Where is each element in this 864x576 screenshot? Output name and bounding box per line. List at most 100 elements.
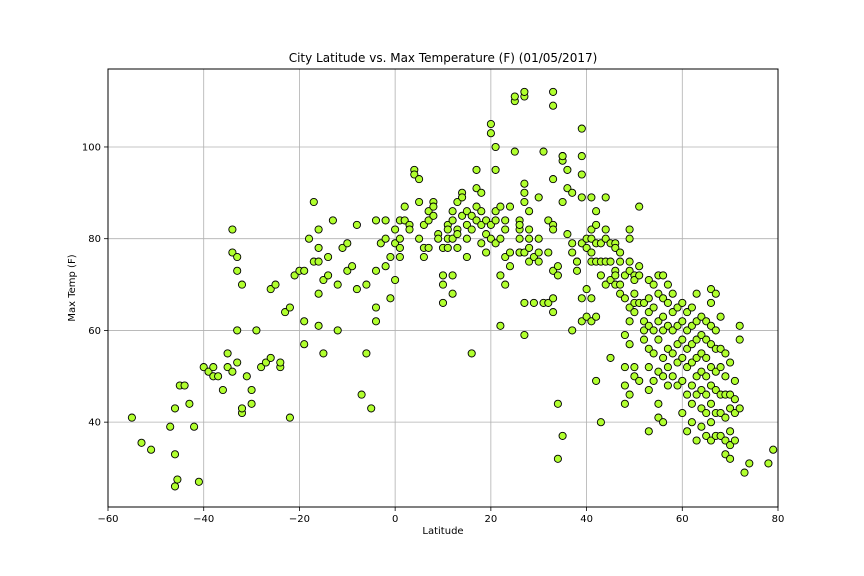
data-point: [371, 266, 381, 275]
data-point: [247, 399, 256, 408]
data-point: [692, 436, 701, 445]
data-point: [706, 399, 716, 408]
data-point: [587, 193, 596, 202]
data-point: [281, 308, 290, 317]
data-point: [415, 234, 424, 243]
data-point: [429, 211, 438, 220]
data-point: [735, 335, 744, 344]
data-point: [673, 381, 682, 390]
data-point: [663, 321, 672, 330]
data-point: [170, 450, 180, 459]
data-point: [702, 372, 711, 381]
data-point: [549, 175, 558, 184]
data-point: [462, 220, 471, 229]
data-point: [520, 188, 529, 197]
data-point: [173, 475, 182, 484]
data-point: [395, 243, 404, 252]
data-point: [764, 459, 773, 468]
data-point: [352, 285, 361, 294]
data-point: [348, 262, 357, 271]
data-point: [223, 349, 232, 358]
data-point: [410, 170, 419, 179]
data-point: [477, 207, 486, 216]
data-point: [668, 372, 677, 381]
data-point: [716, 408, 725, 418]
data-point: [233, 326, 242, 335]
data-point: [190, 422, 199, 431]
y-tick-label: 100: [82, 142, 101, 153]
data-point: [702, 390, 711, 399]
data-point: [558, 197, 567, 207]
data-point: [434, 234, 443, 243]
data-point: [448, 216, 457, 225]
data-point: [515, 220, 524, 229]
data-point: [242, 372, 251, 381]
data-point: [644, 321, 653, 330]
data-point: [443, 243, 452, 252]
data-point: [391, 225, 400, 234]
data-point: [601, 280, 610, 289]
data-point: [606, 275, 615, 285]
data-point: [491, 216, 500, 225]
data-point: [563, 165, 572, 174]
data-point: [620, 363, 629, 372]
data-point: [620, 399, 629, 408]
data-point: [472, 165, 481, 174]
chart-title: City Latitude vs. Max Temperature (F) (0…: [289, 51, 598, 65]
data-point: [692, 317, 701, 326]
data-point: [663, 280, 672, 289]
data-point: [663, 363, 672, 372]
data-point: [726, 427, 735, 436]
data-point: [553, 454, 562, 463]
data-point: [553, 399, 562, 408]
data-point: [644, 294, 653, 303]
data-point: [706, 298, 716, 307]
data-point: [625, 234, 634, 243]
data-point: [357, 390, 366, 399]
data-point: [300, 317, 309, 326]
data-point: [706, 285, 716, 294]
data-point: [395, 252, 404, 262]
data-point: [644, 308, 653, 317]
data-point: [726, 390, 735, 399]
data-point: [496, 234, 505, 243]
data-point: [692, 289, 701, 298]
data-point: [596, 239, 605, 248]
data-point: [692, 335, 701, 344]
data-point: [716, 312, 725, 321]
plot-frame: [107, 68, 779, 508]
data-point: [577, 193, 586, 202]
data-point: [649, 326, 658, 335]
data-point: [549, 87, 558, 96]
data-point: [735, 321, 744, 330]
data-point: [659, 271, 668, 280]
data-point: [127, 413, 136, 422]
data-point: [199, 363, 208, 372]
data-point: [534, 193, 543, 202]
data-point: [582, 243, 591, 252]
data-point: [391, 239, 400, 248]
data-point: [448, 289, 457, 298]
data-point: [683, 363, 692, 372]
data-point: [620, 381, 629, 390]
data-point: [381, 216, 390, 225]
data-point: [592, 207, 601, 216]
data-point: [415, 197, 424, 207]
data-point: [448, 271, 457, 280]
data-point: [635, 262, 644, 271]
data-point: [400, 202, 409, 211]
data-point: [467, 349, 476, 358]
data-point: [520, 197, 529, 207]
data-point: [166, 422, 175, 431]
data-point: [438, 280, 448, 289]
data-point: [237, 404, 247, 413]
data-point: [453, 230, 462, 239]
data-point: [501, 225, 510, 234]
data-point: [616, 280, 625, 289]
data-point: [644, 344, 653, 353]
data-point: [472, 184, 481, 193]
data-point: [271, 280, 280, 289]
data-point: [687, 381, 696, 390]
data-point: [233, 358, 242, 367]
